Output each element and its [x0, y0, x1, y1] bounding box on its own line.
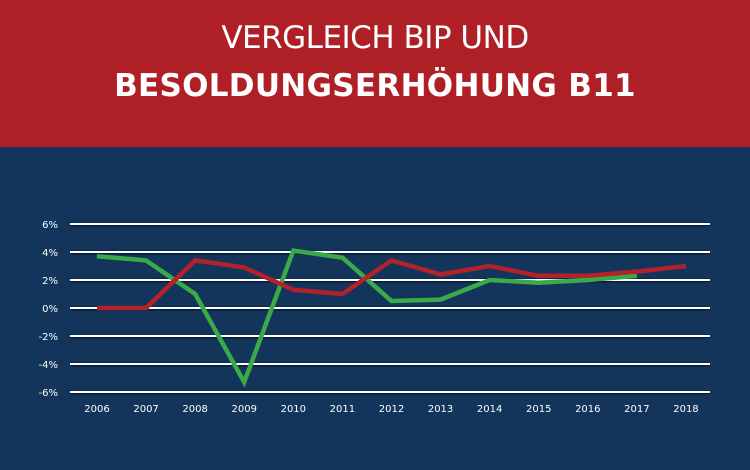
y-tick-label: -4%	[39, 360, 58, 371]
header-banner: VERGLEICH BIP UND BESOLDUNGSERHÖHUNG B11	[0, 0, 750, 147]
chart-area: 6% 4% 2% 0% -2% -4% -6% 2006 2007 2008 2009 2010 20…	[0, 147, 750, 470]
title-line-1: VERGLEICH BIP UND	[221, 20, 529, 56]
y-tick-label: 2%	[42, 276, 58, 287]
y-tick-label: -2%	[39, 332, 58, 343]
x-tick-label: 2006	[84, 404, 109, 415]
x-axis-ticks: 2006 2007 2008 2009 2010 2011 2012 2013 2014 2015…	[84, 404, 698, 415]
x-tick-label: 2012	[379, 404, 404, 415]
x-tick-label: 2011	[330, 404, 355, 415]
series-lines	[96, 248, 687, 388]
x-tick-label: 2015	[526, 404, 551, 415]
y-tick-label: 0%	[42, 304, 58, 315]
series-line-bip	[96, 248, 638, 388]
x-tick-label: 2014	[477, 404, 502, 415]
x-tick-label: 2009	[232, 404, 257, 415]
title-line-2: BESOLDUNGSERHÖHUNG B11	[114, 68, 636, 104]
y-axis-ticks: 6% 4% 2% 0% -2% -4% -6%	[39, 220, 58, 399]
x-tick-label: 2008	[182, 404, 207, 415]
x-tick-label: 2007	[133, 404, 158, 415]
line-chart: 6%4%2%0%-2%-4%-6% 2006 2007 2008 2009 2010 20…	[39, 220, 710, 415]
gridlines	[70, 222, 710, 395]
y-tick-label: 6%	[42, 220, 58, 231]
x-tick-label: 2013	[428, 404, 453, 415]
x-tick-label: 2016	[575, 404, 600, 415]
x-tick-label: 2010	[281, 404, 306, 415]
x-tick-label: 2018	[673, 404, 698, 415]
y-tick-label: 4%	[42, 248, 58, 259]
y-tick-label: -6%	[39, 388, 58, 399]
x-tick-label: 2017	[624, 404, 649, 415]
